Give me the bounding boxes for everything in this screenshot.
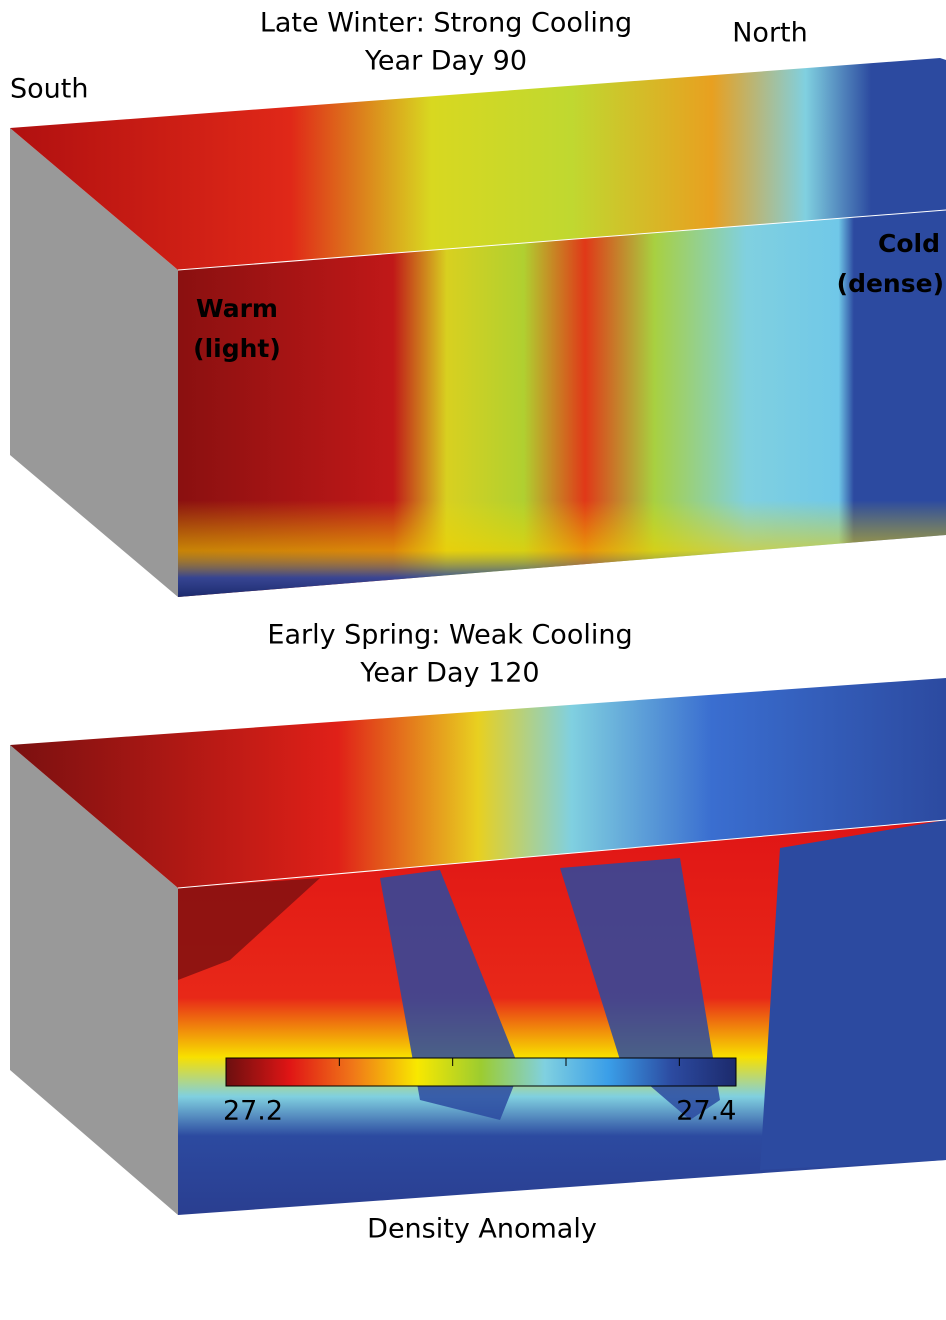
- colorbar-tick-label: 27.4: [676, 1096, 736, 1127]
- figure: Late Winter: Strong Cooling Year Day 90 …: [0, 0, 946, 1320]
- cold-label: (dense): [837, 269, 944, 298]
- south-label: South: [10, 74, 88, 105]
- panel-title: Early Spring: Weak Cooling: [267, 620, 632, 651]
- block-front-shade: [760, 820, 946, 1170]
- page: Late Winter: Strong Cooling Year Day 90 …: [0, 0, 946, 1320]
- colorbar: [226, 1058, 736, 1086]
- north-label: North: [732, 18, 808, 49]
- panel-subtitle: Year Day 120: [359, 658, 539, 689]
- colorbar-title: Density Anomaly: [367, 1214, 597, 1245]
- panel-subtitle: Year Day 90: [364, 46, 527, 77]
- block-front-shade: [178, 210, 946, 597]
- cold-label: Cold: [878, 229, 940, 258]
- panel-title: Late Winter: Strong Cooling: [260, 8, 632, 39]
- warm-label: (light): [193, 334, 281, 363]
- colorbar-tick-label: 27.2: [223, 1096, 283, 1127]
- warm-label: Warm: [196, 294, 278, 323]
